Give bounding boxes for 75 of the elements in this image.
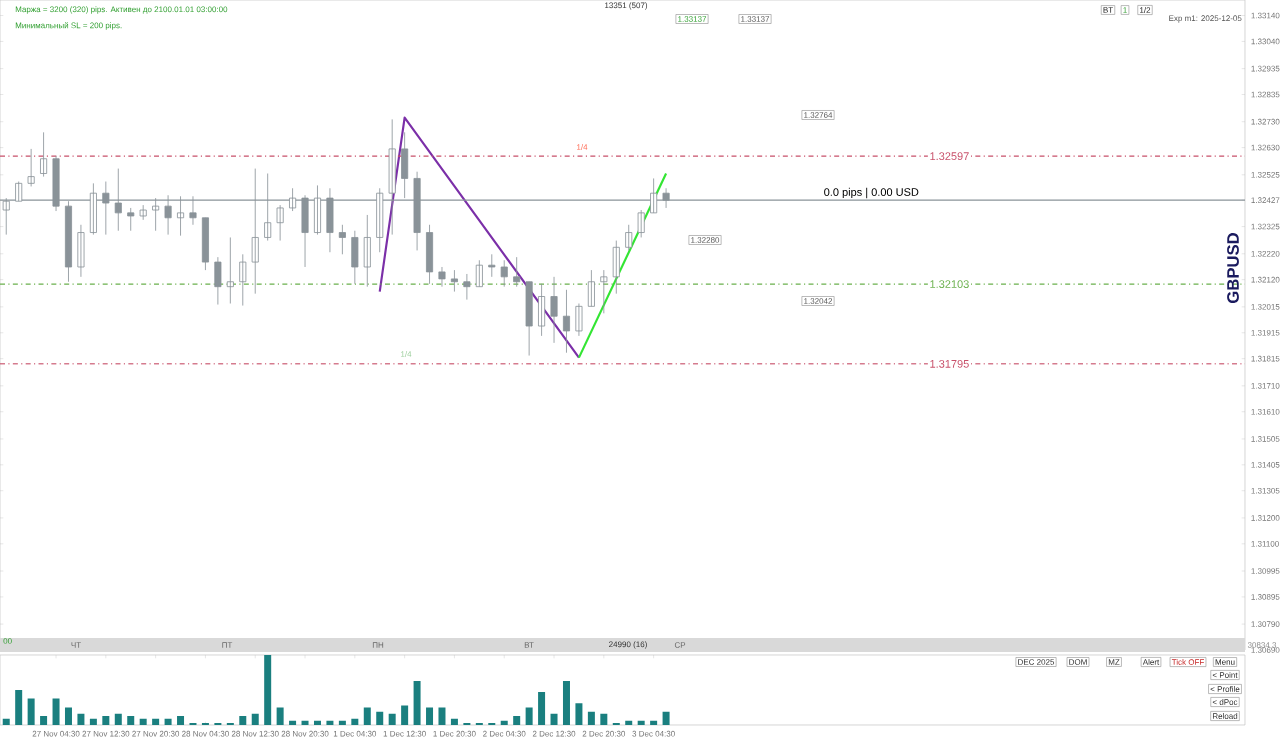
y-tick-label: 1.31710 — [1251, 383, 1280, 389]
annotation: 1 — [1123, 7, 1127, 13]
text: 30834.3 — [1247, 642, 1277, 648]
x-tick-label: 2 Dec 04:30 — [483, 730, 526, 737]
x-tick-label: 2 Dec 12:30 — [532, 730, 576, 737]
y-tick-label: 1.30790 — [1251, 621, 1280, 627]
text: GBPUSD — [1227, 233, 1239, 303]
y-tick-label: 1.31915 — [1251, 329, 1280, 336]
y-tick-label: 1.33040 — [1251, 38, 1280, 45]
annotation: BT — [1103, 7, 1113, 13]
x-tick-label: 28 Nov 20:30 — [281, 730, 329, 737]
annotation: 1.32764 — [804, 112, 833, 118]
annotation: MZ — [1108, 659, 1120, 665]
annotation: Menu — [1215, 659, 1235, 665]
y-tick-label: 1.30995 — [1251, 568, 1280, 574]
annotation: 1.32280 — [691, 237, 720, 243]
y-tick-label: 1.32120 — [1251, 276, 1280, 283]
y-tick-label: 1.31505 — [1251, 436, 1280, 442]
x-tick-label: 1 Dec 04:30 — [333, 730, 377, 737]
y-tick-label: 1.31200 — [1251, 515, 1280, 521]
x-tick-label: 28 Nov 12:30 — [231, 730, 279, 737]
annotation: < dPoc — [1212, 699, 1238, 705]
annotation: Exp m1: 2025-12-05 — [1169, 15, 1242, 23]
annotation: 13351 (507) — [605, 2, 648, 10]
x-tick-label: 2 Dec 20:30 — [582, 730, 626, 737]
y-tick-label: 1.32835 — [1251, 91, 1280, 98]
annotation: Alert — [1142, 659, 1160, 665]
y-tick-label: 1.32935 — [1251, 65, 1280, 72]
x-tick-label: 27 Nov 04:30 — [32, 730, 80, 737]
annotation: < Point — [1212, 672, 1238, 678]
y-tick-label: 1.32015 — [1251, 304, 1280, 310]
y-tick-label: 1.32730 — [1251, 118, 1280, 125]
y-tick-label: 1.30690 — [1251, 647, 1280, 653]
annotation: 1/4 — [401, 351, 412, 357]
annotation: 1/2 — [1140, 7, 1151, 13]
y-tick-label: 1.32525 — [1251, 171, 1280, 178]
ref-line-label: 1.32103 — [930, 280, 969, 288]
x-tick-label: 3 Dec 04:30 — [632, 730, 675, 737]
x-tick-label: 27 Nov 20:30 — [132, 730, 180, 737]
annotation: СР — [674, 642, 686, 648]
annotation: DOM — [1069, 659, 1087, 665]
y-tick-label: 1.33140 — [1251, 12, 1280, 19]
y-tick-label: 1.30895 — [1251, 594, 1280, 600]
y-tick-label: 1.32325 — [1251, 223, 1280, 230]
annotation: ВТ — [524, 642, 534, 648]
y-tick-label: 1.31405 — [1251, 462, 1280, 468]
annotation: ЧТ — [71, 642, 81, 648]
annotation: Маржа = 3200 (320) pips. Активен до 2100.01.01 03:00:00 — [15, 6, 228, 14]
annotation: 1.33137 — [678, 16, 707, 22]
y-tick-label: 1.31815 — [1251, 355, 1280, 362]
annotation: ПТ — [222, 642, 233, 648]
annotation: 1/4 — [577, 144, 588, 150]
y-tick-label: 1.32630 — [1251, 144, 1280, 151]
x-tick-label: 27 Nov 12:30 — [82, 730, 130, 737]
annotation: Минимальный SL = 200 pips. — [15, 22, 122, 30]
ref-line-label: 0.0 pips | 0.00 USD — [824, 187, 919, 199]
annotation: DEC 2025 — [1018, 659, 1055, 665]
annotation: 24990 (16) — [609, 641, 647, 649]
y-tick-label: 1.31305 — [1251, 487, 1280, 494]
annotation: 1.32042 — [804, 298, 833, 304]
annotation: Tick OFF — [1171, 659, 1204, 665]
x-tick-label: 28 Nov 04:30 — [182, 730, 229, 737]
annotation: Reload — [1212, 713, 1238, 719]
annotation: 1.33137 — [741, 16, 770, 22]
annotation: ПН — [372, 642, 384, 648]
y-tick-label: 1.31100 — [1251, 540, 1279, 547]
y-tick-label: 1.32427 — [1251, 197, 1280, 204]
ref-line-label: 1.32597 — [930, 152, 969, 161]
annotation: < Profile — [1210, 686, 1240, 692]
y-tick-label: 1.32220 — [1251, 250, 1280, 257]
x-tick-label: 1 Dec 12:30 — [383, 730, 426, 737]
y-tick-label: 1.31610 — [1251, 408, 1280, 415]
ref-line-label: 1.31795 — [930, 359, 969, 368]
x-tick-label: 1 Dec 20:30 — [433, 730, 476, 737]
annotation: 00 — [3, 638, 12, 644]
